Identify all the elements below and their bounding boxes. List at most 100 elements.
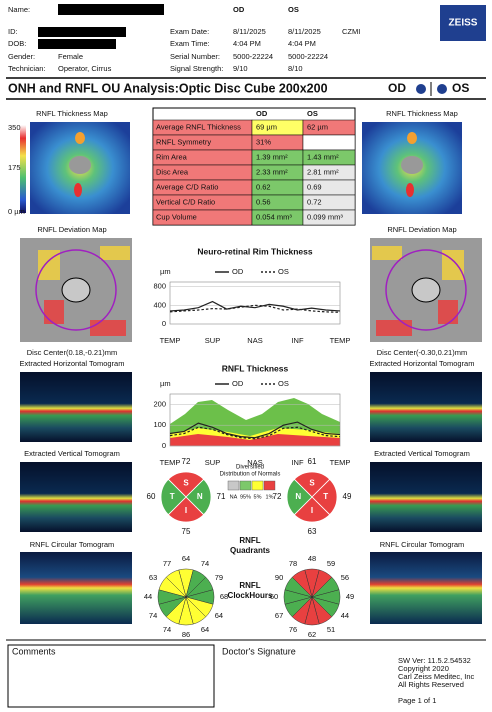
quadrant-sector — [293, 471, 331, 498]
exam-value: 8/11/2025 — [288, 27, 321, 36]
x-tick-label: TEMP — [330, 458, 351, 467]
y-unit: µm — [160, 267, 171, 276]
scale-label: 0 µm — [8, 207, 25, 216]
redacted — [38, 27, 126, 37]
quadrant-letter: N — [197, 492, 203, 501]
hot-spot — [406, 183, 414, 197]
x-tick-label: TEMP — [160, 336, 181, 345]
legend-swatch — [239, 480, 252, 491]
x-tick-label: TEMP — [160, 458, 181, 467]
signature-label: Doctor's Signature — [222, 646, 296, 656]
footer-info: Carl Zeiss Meditec, Inc — [398, 672, 475, 681]
clock-value: 44 — [144, 592, 152, 601]
clock-sector — [165, 569, 187, 598]
eye-header: OS — [288, 5, 299, 14]
row-label: Rim Area — [156, 152, 188, 161]
quadrant-letter: N — [295, 492, 301, 501]
chart-title: Neuro-retinal Rim Thickness — [197, 246, 313, 256]
clock-value: 64 — [215, 611, 223, 620]
deviation-patch — [438, 300, 458, 324]
disc-center: Disc Center(-0.30,0.21)mm — [377, 348, 467, 357]
tomogram — [20, 372, 132, 442]
eye-dot — [416, 84, 426, 94]
exam-extra: CZMI — [342, 27, 360, 36]
quadrant-value: 60 — [147, 492, 156, 501]
exam-label: Serial Number: — [170, 52, 220, 61]
deviation-patch — [372, 246, 402, 260]
legend-title: Distribution of Normals — [220, 472, 281, 478]
legend-swatch — [227, 480, 240, 491]
od-value: 69 µm — [256, 122, 277, 131]
quadrant-letter: T — [323, 492, 328, 501]
panel-label: RNFL Circular Tomogram — [30, 540, 115, 549]
quadrant-value: 49 — [343, 492, 352, 501]
legend-label: OS — [278, 379, 289, 388]
disc-outline — [411, 277, 441, 303]
row-label: Average C/D Ratio — [156, 182, 218, 191]
plot-frame — [169, 281, 341, 325]
exam-value: 8/10 — [288, 64, 303, 73]
disc-outline — [61, 277, 91, 303]
x-tick-label: TEMP — [330, 336, 351, 345]
row-label: Average RNFL Thickness — [156, 122, 241, 131]
exam-value: 4:04 PM — [233, 39, 261, 48]
exam-value: 9/10 — [233, 64, 248, 73]
clock-value: 76 — [289, 625, 297, 634]
clock-value: 64 — [201, 625, 209, 634]
section-title: Quadrants — [230, 546, 271, 555]
legend-item: 1% — [266, 494, 274, 500]
scale-label: 350 — [8, 123, 21, 132]
hot-spot — [407, 132, 417, 144]
footer-info: Copyright 2020 — [398, 664, 449, 673]
tomogram — [370, 552, 482, 624]
legend-item: 95% — [240, 494, 251, 500]
series-line — [169, 421, 341, 439]
legend-label: OD — [232, 267, 244, 276]
clock-value: 67 — [275, 611, 283, 620]
quadrant-sector — [167, 471, 205, 498]
clock-value: 60 — [270, 592, 278, 601]
clock-value: 90 — [275, 573, 283, 582]
exam-value: 4:04 PM — [288, 39, 316, 48]
deviation-patch — [442, 250, 464, 280]
series-line — [169, 304, 341, 313]
clock-value: 64 — [182, 554, 190, 563]
x-tick-label: SUP — [205, 458, 220, 467]
exam-value: 5000-22224 — [288, 52, 328, 61]
abnormal-band — [170, 434, 340, 446]
quadrant-letter: S — [183, 478, 189, 487]
clock-value: 63 — [149, 573, 157, 582]
eye-dot — [437, 84, 447, 94]
field-label: Technician: — [8, 64, 46, 73]
clock-value: 48 — [308, 554, 316, 563]
logo-box — [440, 5, 486, 41]
os-cell — [302, 134, 356, 151]
od-value: 0.56 — [256, 197, 271, 206]
exam-value: 5000-22224 — [233, 52, 273, 61]
x-tick-label: INF — [291, 336, 304, 345]
deviation-patch — [100, 246, 130, 260]
os-value: 0.72 — [307, 197, 322, 206]
clock-value: 74 — [149, 611, 157, 620]
disc-center: Disc Center(0.18,-0.21)mm — [27, 348, 117, 357]
y-tick-label: 100 — [153, 420, 166, 429]
clock-value: 44 — [341, 611, 349, 620]
row-label: Disc Area — [156, 167, 189, 176]
clock-value: 62 — [308, 630, 316, 639]
panel-label: Extracted Vertical Tomogram — [24, 449, 120, 458]
tomogram — [370, 462, 482, 532]
quadrant-sector — [160, 478, 187, 516]
legend-label: OS — [278, 267, 289, 276]
y-tick-label: 200 — [153, 399, 166, 408]
scale-label: 175 — [8, 163, 21, 172]
field-label: Gender: — [8, 52, 35, 61]
optic-disc — [401, 156, 423, 174]
quadrant-letter: I — [311, 506, 313, 515]
os-value: 2.81 mm² — [307, 167, 339, 176]
table-header: OD — [256, 109, 268, 118]
quadrant-value: 71 — [217, 492, 226, 501]
od-value: 0.054 mm³ — [256, 212, 292, 221]
eye-header: OD — [233, 5, 245, 14]
panel-label: Extracted Horizontal Tomogram — [370, 359, 475, 368]
